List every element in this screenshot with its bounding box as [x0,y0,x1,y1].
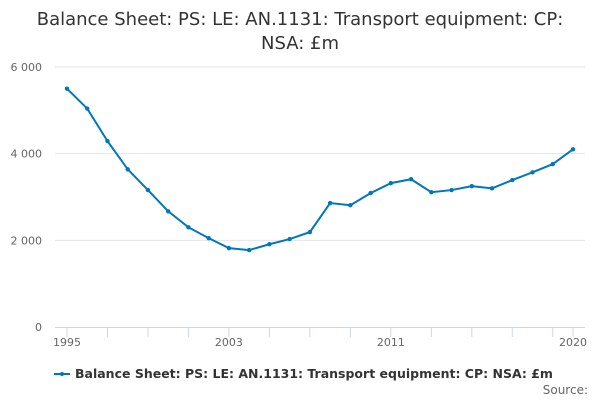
data-point [510,177,515,183]
data-point [186,225,191,230]
chart-title: Balance Sheet: PS: LE: AN.1131: Transpor… [36,9,564,54]
data-point [267,242,272,247]
data-point [570,147,576,152]
data-point [550,161,555,167]
data-point [408,177,414,182]
data-point [145,187,151,193]
y-tick-label: 2 000 [11,234,43,247]
data-point [489,186,495,191]
data-point [226,245,232,251]
legend-label: Balance Sheet: PS: LE: AN.1131: Transpor… [75,366,553,381]
x-tick-label: 1995 [53,336,81,349]
legend-item[interactable]: Balance Sheet: PS: LE: AN.1131: Transpor… [54,366,553,381]
data-point [327,200,333,206]
data-point [85,106,90,111]
series-line [66,87,574,252]
data-point [206,235,211,241]
data-point [246,247,252,253]
y-tick-label: 4 000 [11,148,43,161]
y-tick-label: 6 000 [11,61,43,74]
data-point [368,190,373,196]
x-tick-label: 2020 [559,336,587,349]
data-point [307,229,313,235]
data-point [530,170,535,175]
y-tick-label: 0 [35,321,42,334]
data-point [287,236,292,242]
data-point [125,167,130,172]
x-tick-label: 2003 [215,336,243,349]
legend-line-marker-icon [54,371,70,376]
data-point [449,187,454,193]
source-label: Source: [542,383,588,397]
data-point [429,190,434,195]
data-point [388,180,394,186]
data-point [64,86,70,91]
data-point [166,209,171,214]
data-point [469,183,474,189]
x-tick-label: 2011 [377,336,405,349]
data-point [105,138,110,144]
data-point [348,203,353,208]
